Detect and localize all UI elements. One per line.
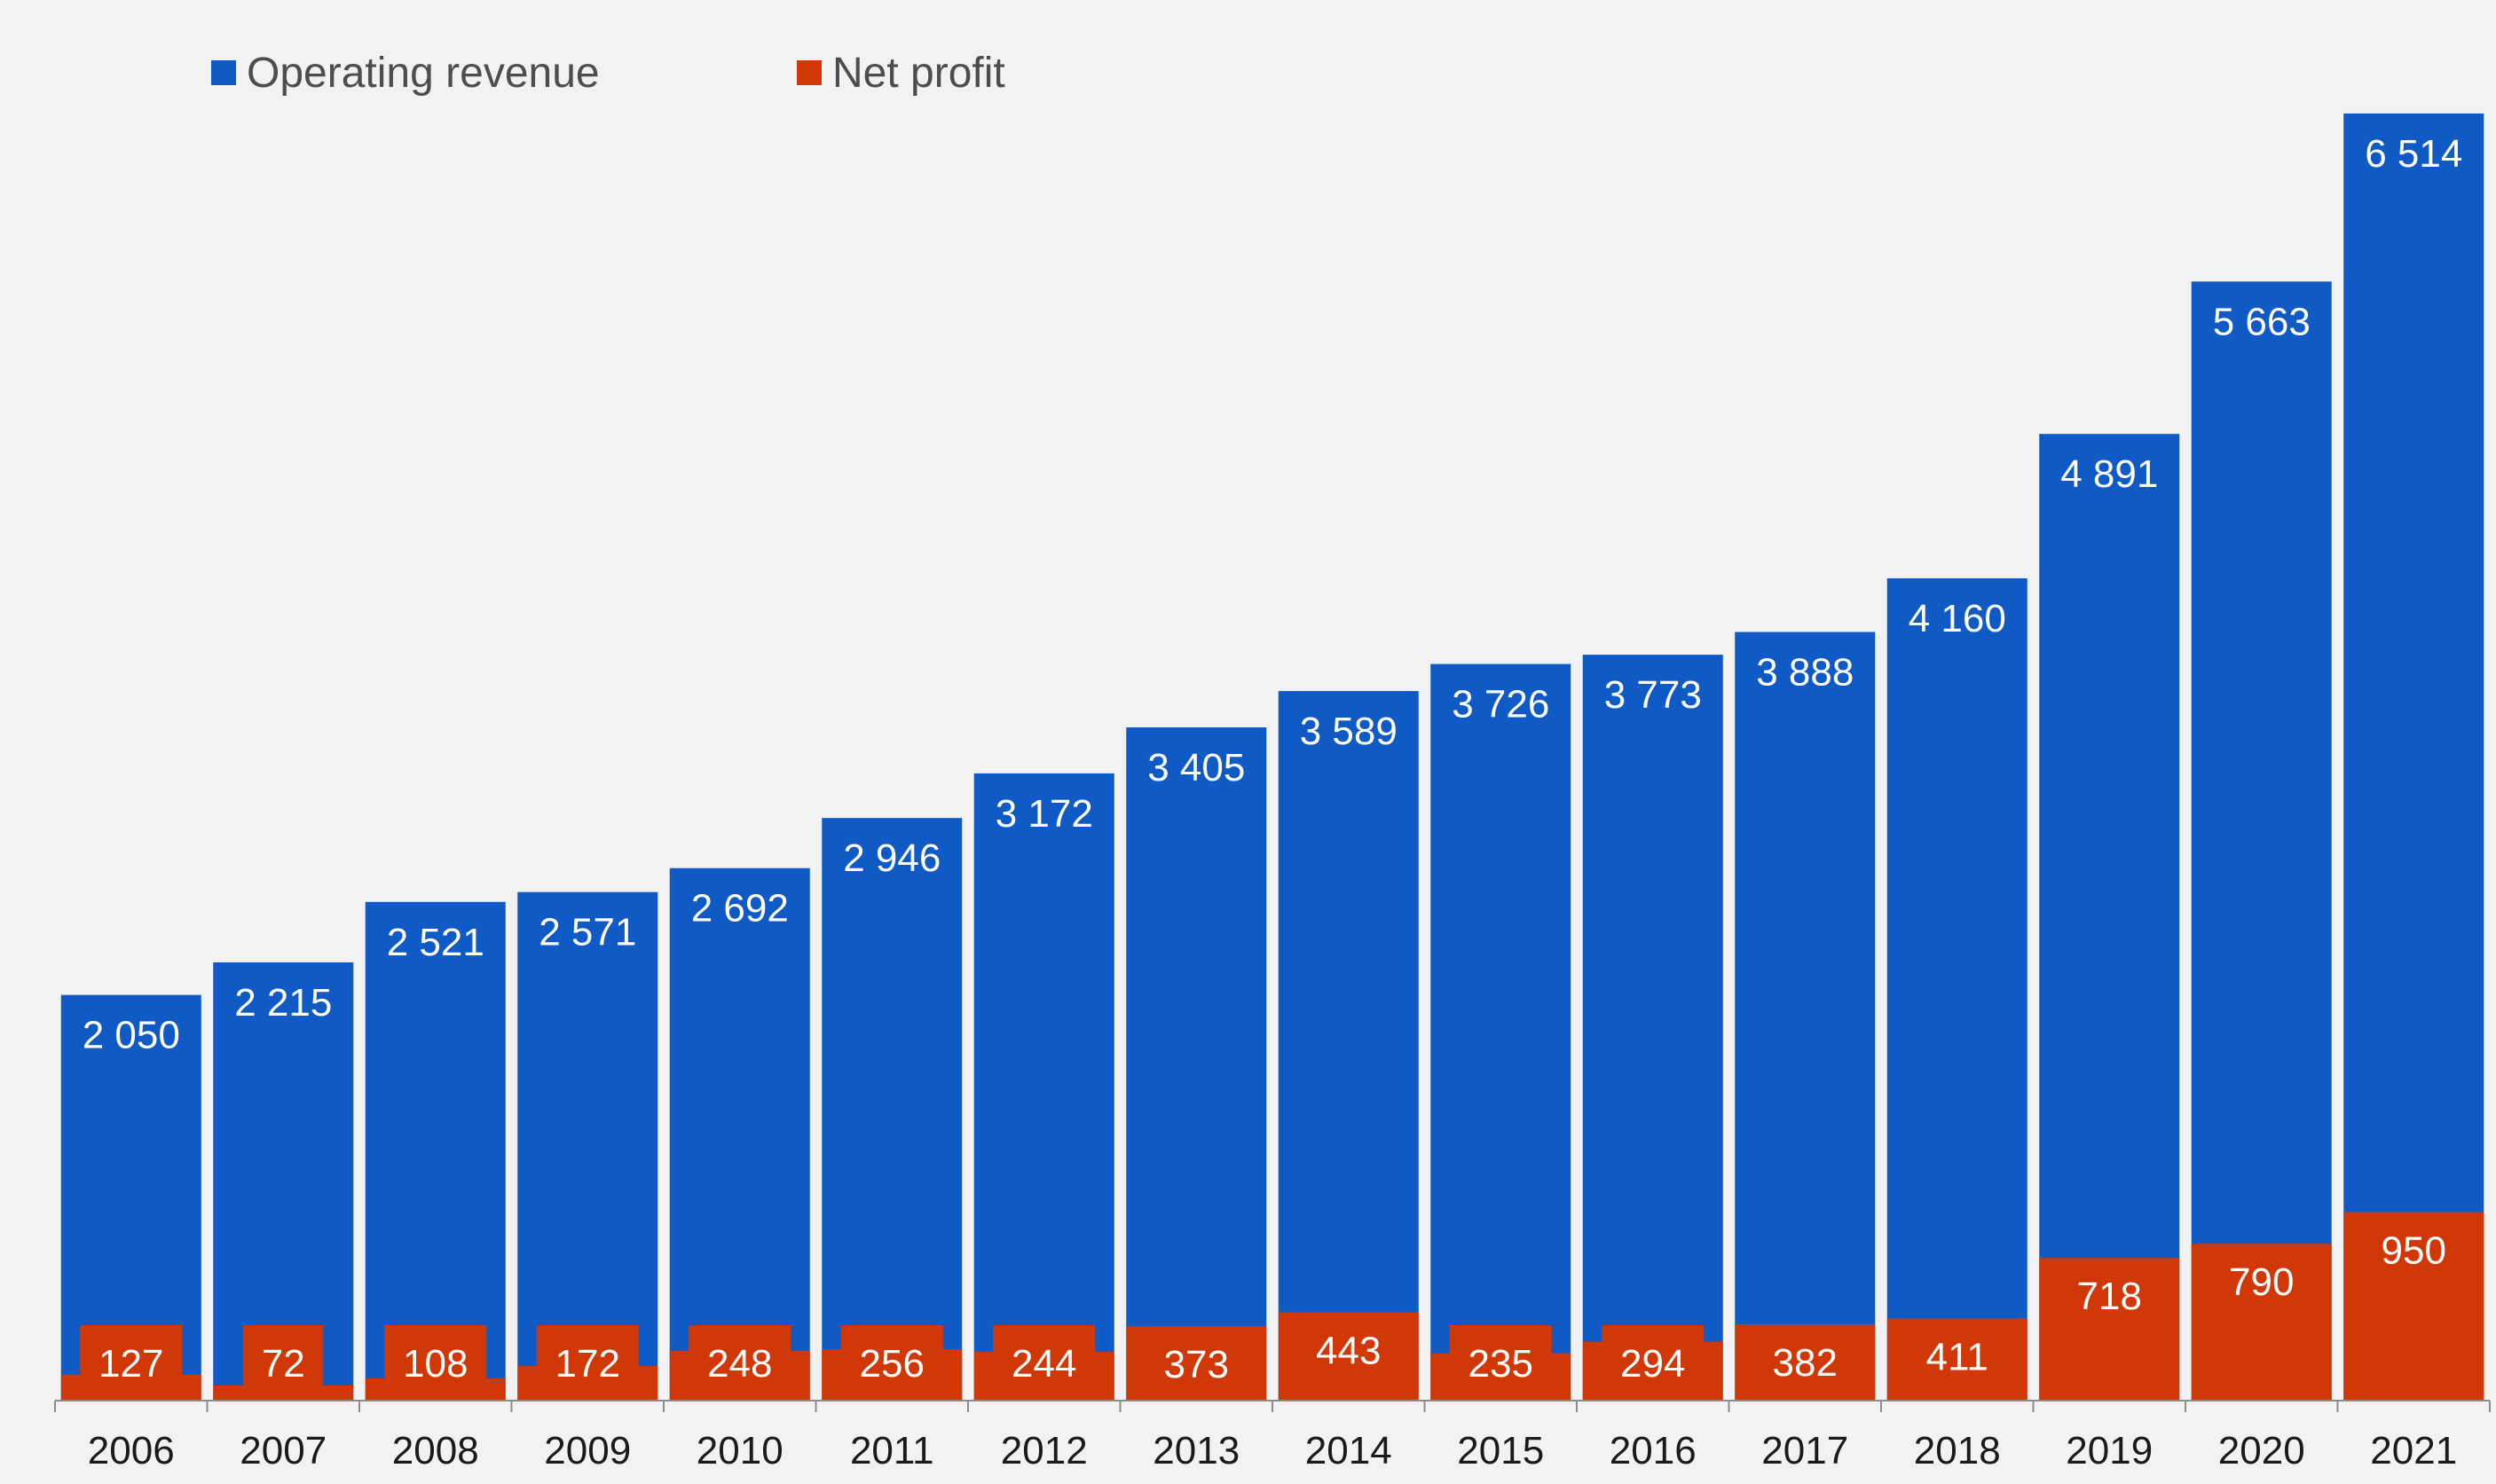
revenue-value-label: 6 514 <box>2365 132 2462 176</box>
revenue-bar <box>365 901 506 1400</box>
profit-value-label: 248 <box>707 1342 772 1386</box>
x-tick-label: 2020 <box>2218 1429 2305 1472</box>
profit-bar <box>1278 1312 1419 1400</box>
x-tick-label: 2011 <box>850 1429 934 1472</box>
revenue-value-label: 3 172 <box>996 792 1093 836</box>
profit-value-label: 294 <box>1620 1342 1685 1386</box>
profit-value-label: 950 <box>2382 1229 2446 1273</box>
profit-value-label: 235 <box>1468 1342 1533 1386</box>
profit-label-plate <box>384 1325 487 1400</box>
profit-label-plate <box>536 1325 639 1400</box>
profit-bar <box>1735 1323 1876 1400</box>
profit-value-label: 172 <box>555 1342 620 1386</box>
profit-value-label: 411 <box>1926 1336 1988 1379</box>
x-tick-label: 2009 <box>544 1429 631 1472</box>
revenue-value-label: 3 589 <box>1300 710 1398 753</box>
profit-label-plate <box>993 1325 1096 1400</box>
revenue-value-label: 3 405 <box>1147 746 1245 789</box>
revenue-bar <box>2039 434 2180 1401</box>
profit-label-plate <box>840 1325 943 1400</box>
profit-label-plate <box>243 1325 324 1400</box>
x-tick-label: 2019 <box>2066 1429 2153 1472</box>
revenue-value-label: 2 215 <box>234 981 332 1025</box>
revenue-value-label: 2 521 <box>387 921 484 964</box>
profit-bar <box>2039 1258 2180 1400</box>
revenue-value-label: 5 663 <box>2213 300 2311 343</box>
revenue-bar <box>1430 663 1571 1400</box>
profit-value-label: 382 <box>1773 1341 1838 1385</box>
x-tick-label: 2014 <box>1305 1429 1392 1472</box>
profit-value-label: 443 <box>1316 1329 1381 1372</box>
revenue-bar <box>1278 691 1419 1400</box>
x-tick-label: 2016 <box>1610 1429 1697 1472</box>
revenue-bar <box>973 773 1114 1400</box>
data-labels: 2 050 127 2 215 72 2 521 108 2 571 172 2 692 248 2… <box>80 132 2462 1400</box>
profit-label-plate <box>80 1325 183 1400</box>
x-tick-label: 2015 <box>1457 1429 1544 1472</box>
x-tick-label: 2008 <box>392 1429 479 1472</box>
revenue-bar <box>1886 577 2028 1400</box>
legend: Operating revenue Net profit <box>211 50 1005 97</box>
profit-value-label: 127 <box>98 1342 163 1386</box>
profit-label-plate <box>689 1325 791 1400</box>
profit-value-label: 790 <box>2229 1260 2294 1304</box>
profit-bar <box>2343 1212 2484 1400</box>
profit-label-plate <box>1602 1325 1705 1400</box>
profit-bar <box>1886 1318 2028 1400</box>
x-tick-label: 2018 <box>1914 1429 2001 1472</box>
revenue-bar <box>669 868 810 1400</box>
profit-value-label: 72 <box>262 1342 305 1386</box>
x-tick-label: 2017 <box>1761 1429 1848 1472</box>
revenue-bar <box>1582 655 1723 1400</box>
profit-label-plate <box>1449 1325 1552 1400</box>
legend-label-revenue: Operating revenue <box>247 50 600 97</box>
legend-label-profit: Net profit <box>832 50 1005 97</box>
revenue-value-label: 2 571 <box>539 911 636 954</box>
x-tick-label: 2007 <box>240 1429 327 1472</box>
profit-value-label: 256 <box>860 1342 925 1386</box>
x-tick-label: 2006 <box>88 1429 175 1472</box>
revenue-bar <box>517 891 658 1400</box>
revenue-value-label: 3 726 <box>1452 683 1549 726</box>
profit-value-label: 108 <box>403 1342 468 1386</box>
revenue-value-label: 3 888 <box>1756 650 1854 694</box>
profit-value-label: 718 <box>2077 1275 2142 1318</box>
revenue-value-label: 2 692 <box>691 887 789 930</box>
x-tick-label: 2010 <box>697 1429 783 1472</box>
revenue-value-label: 4 891 <box>2060 452 2158 496</box>
legend-swatch-revenue <box>211 60 236 85</box>
revenue-value-label: 2 050 <box>83 1014 180 1057</box>
revenue-bars <box>60 113 2484 1401</box>
revenue-bar <box>822 818 963 1400</box>
revenue-value-label: 2 946 <box>843 836 941 880</box>
profit-value-label: 244 <box>1012 1342 1076 1386</box>
revenue-bar <box>2343 113 2484 1400</box>
revenue-bar <box>1126 727 1267 1400</box>
revenue-value-label: 3 773 <box>1604 673 1702 717</box>
x-tick-label: 2021 <box>2370 1429 2457 1472</box>
profit-value-label: 373 <box>1164 1343 1229 1386</box>
revenue-bar <box>2191 281 2332 1400</box>
x-tick-label: 2012 <box>1001 1429 1088 1472</box>
x-axis: 2006 2007 2008 2009 2010 2011 2012 2013 2014 2015… <box>54 1400 2491 1472</box>
legend-swatch-profit <box>797 60 822 85</box>
revenue-bar <box>1735 632 1876 1400</box>
x-tick-label: 2013 <box>1153 1429 1240 1472</box>
profit-bar <box>1126 1325 1267 1400</box>
revenue-value-label: 4 160 <box>1909 597 2006 640</box>
profit-bar <box>2191 1244 2332 1400</box>
